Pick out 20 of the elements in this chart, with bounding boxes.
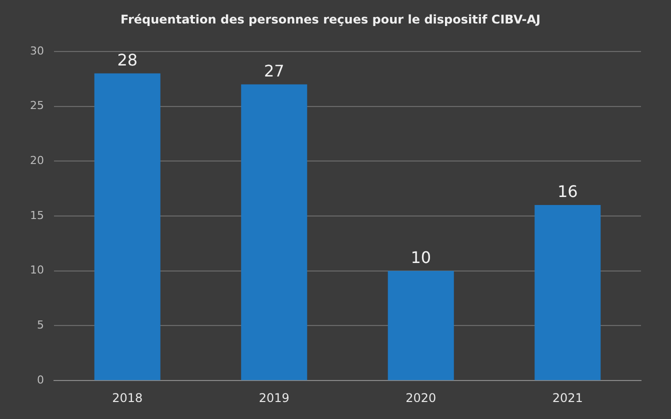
data-label: 27 xyxy=(264,61,284,80)
bar xyxy=(241,84,308,380)
x-tick-label: 2021 xyxy=(552,390,583,405)
y-tick-label: 5 xyxy=(36,318,44,332)
y-tick-label: 15 xyxy=(30,208,44,222)
bar xyxy=(388,270,454,380)
y-tick-label: 20 xyxy=(30,154,44,167)
chart-title: Fréquentation des personnes reçues pour le dispositif CIBV-AJ xyxy=(120,12,540,26)
data-label: 28 xyxy=(117,50,138,70)
x-tick-label: 2019 xyxy=(258,390,290,405)
y-tick-label: 30 xyxy=(30,44,44,58)
y-tick-label: 0 xyxy=(36,373,44,386)
y-tick-label: 25 xyxy=(30,99,44,112)
x-tick-label: 2020 xyxy=(406,390,436,405)
bar xyxy=(534,205,601,380)
bar xyxy=(94,73,160,380)
data-label: 10 xyxy=(410,248,432,268)
x-tick-label: 2018 xyxy=(112,390,143,405)
data-label: 16 xyxy=(557,182,578,202)
y-tick-label: 10 xyxy=(30,264,44,277)
